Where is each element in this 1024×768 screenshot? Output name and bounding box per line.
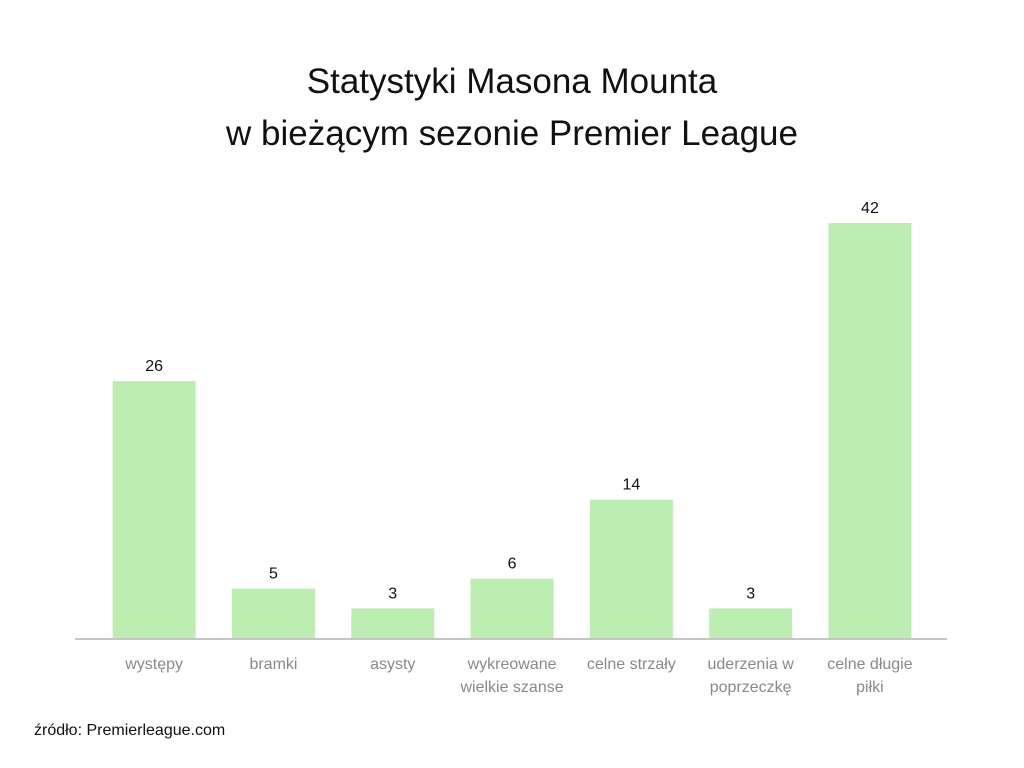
category-label: celne długie bbox=[827, 656, 913, 673]
bar bbox=[112, 381, 196, 638]
bar bbox=[828, 223, 912, 638]
data-label: 3 bbox=[388, 585, 397, 602]
data-label: 6 bbox=[508, 556, 517, 573]
chart-title-line-2: w bieżącym sezonie Premier League bbox=[226, 114, 798, 153]
bar bbox=[589, 499, 673, 638]
data-label: 26 bbox=[145, 358, 163, 375]
category-label: piłki bbox=[856, 679, 884, 696]
bar bbox=[231, 588, 315, 638]
category-label: wykreowane bbox=[467, 656, 557, 673]
category-label: poprzeczkę bbox=[710, 679, 792, 696]
category-label: występy bbox=[124, 656, 183, 673]
chart-title-line-1: Statystyki Masona Mounta bbox=[306, 62, 718, 101]
data-label: 3 bbox=[746, 585, 755, 602]
category-label: celne strzały bbox=[587, 656, 676, 673]
source-note: źródło: Premierleague.com bbox=[34, 722, 226, 739]
data-label: 5 bbox=[269, 566, 278, 583]
category-label: bramki bbox=[249, 656, 297, 673]
bar bbox=[709, 608, 793, 638]
data-label: 42 bbox=[861, 200, 879, 217]
category-label: wielkie szanse bbox=[459, 679, 563, 696]
bar bbox=[351, 608, 435, 638]
category-label: asysty bbox=[370, 656, 415, 673]
data-label: 14 bbox=[622, 477, 640, 494]
category-label: uderzenia w bbox=[708, 656, 795, 673]
bar bbox=[470, 578, 554, 638]
